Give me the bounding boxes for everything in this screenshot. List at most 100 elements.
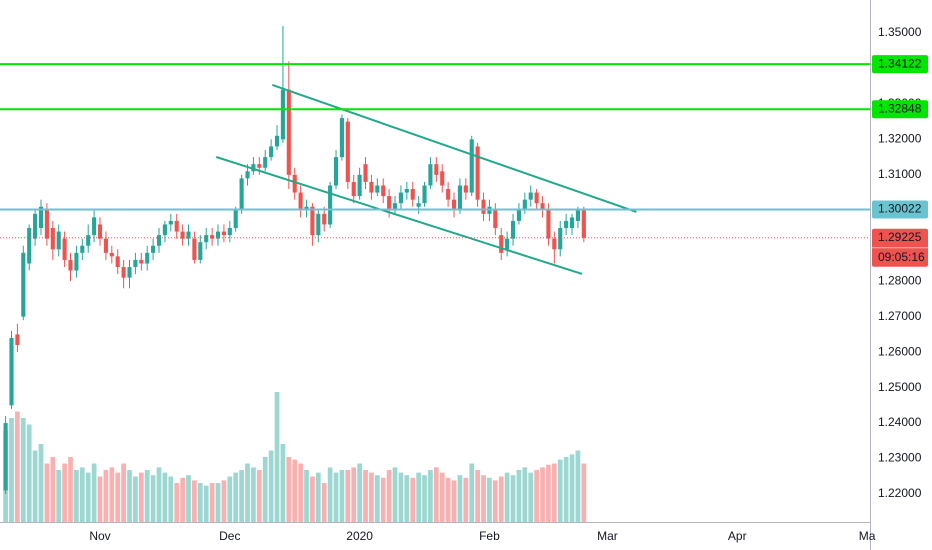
volume-bar [428,470,433,522]
volume-bar [422,475,427,522]
price-label: 1.30022 [878,202,922,216]
y-tick-label: 1.31000 [878,167,922,181]
volume-bar [62,463,67,522]
price-label-box [872,200,928,219]
volume-bar [498,476,504,522]
volume-bar [256,470,262,522]
volume-bar [439,472,445,522]
volume-bar [433,467,439,522]
volume-bar [563,457,569,522]
volume-bar [569,454,575,522]
trend-channel-line [215,156,583,275]
volume-bar [363,470,368,522]
candle-body [15,334,20,346]
candle-body [27,228,32,264]
candle-body [534,192,539,204]
candle-body [528,192,533,200]
candle-body [522,199,527,211]
candle-body [457,185,462,211]
candle-body [263,157,268,168]
volume-bar [245,463,250,522]
candle-body [375,185,380,193]
volume-bar [551,463,557,522]
candle-body [168,220,173,225]
candle-body [392,203,398,211]
volume-bar [404,475,410,522]
volume-bar [351,467,357,522]
price-label-box [872,55,928,74]
volume-bar [504,472,510,522]
volume-bar [186,475,191,522]
countdown-label: 09:05:16 [878,250,925,264]
x-tick-label: Feb [479,529,500,543]
candle-body [145,252,150,264]
volume-bar [510,475,516,522]
candle-body [74,252,79,271]
volume-bar [68,457,73,522]
volume-bar [239,470,244,522]
candle-body [558,228,563,250]
volume-bar [410,477,416,522]
volume-bar [79,467,85,522]
volume-bar [268,450,274,522]
volume-bar [251,467,256,522]
volume-bar [115,472,121,522]
volume-bar [451,480,457,522]
volume-bar [221,480,227,522]
volume-bar [56,470,62,522]
candle-body [357,174,362,197]
volume-bar [469,463,475,522]
candle-body [227,228,232,236]
candle-body [21,252,26,317]
candle-body [446,189,451,200]
volume-bar [32,450,38,522]
x-tick-label: Apr [728,529,747,543]
volume-bar [156,467,162,522]
y-tick-label: 1.28000 [878,273,922,287]
candle-body [381,185,386,197]
volume-bar [374,475,380,522]
volume-bar [392,467,398,522]
candle-body [286,89,291,175]
volume-bar [492,480,498,522]
candle-body [9,337,14,406]
volume-bar [144,470,150,522]
candle-body [180,231,185,239]
y-tick-label: 1.22000 [878,486,922,500]
candle-body [328,185,333,225]
x-tick-label: Dec [219,529,240,543]
volume-bar [522,467,528,522]
candle-body [505,238,510,250]
y-tick-label: 1.26000 [878,344,922,358]
candle-body [97,224,103,239]
price-label: 1.34122 [878,56,922,70]
candle-body [198,242,203,260]
volume-bar [209,483,215,522]
candle-body [38,206,44,229]
candle-body [86,235,91,246]
candle-body [398,192,403,204]
candle-body [510,220,516,239]
candle-body [44,210,49,239]
candle-body [33,213,38,239]
y-tick-label: 1.25000 [878,380,922,394]
candle-body [80,245,85,253]
volume-bar [380,477,386,522]
candle-body [481,199,486,214]
candle-body [416,203,421,207]
candle-body [257,164,262,168]
volume-bar [546,464,551,522]
candle-body [410,189,415,200]
candle-body [103,238,108,253]
y-tick-label: 1.23000 [878,451,922,465]
volume-bar [38,444,44,522]
volume-bar [463,477,469,522]
volume-bar [133,476,138,522]
volume-bar [103,470,109,522]
volume-bar [138,472,144,522]
candle-body [245,171,250,179]
price-label: 1.32848 [878,101,922,115]
volume-bar [575,450,581,522]
volume-bar [528,472,534,522]
last-price-label: 1.29225 [878,230,922,244]
